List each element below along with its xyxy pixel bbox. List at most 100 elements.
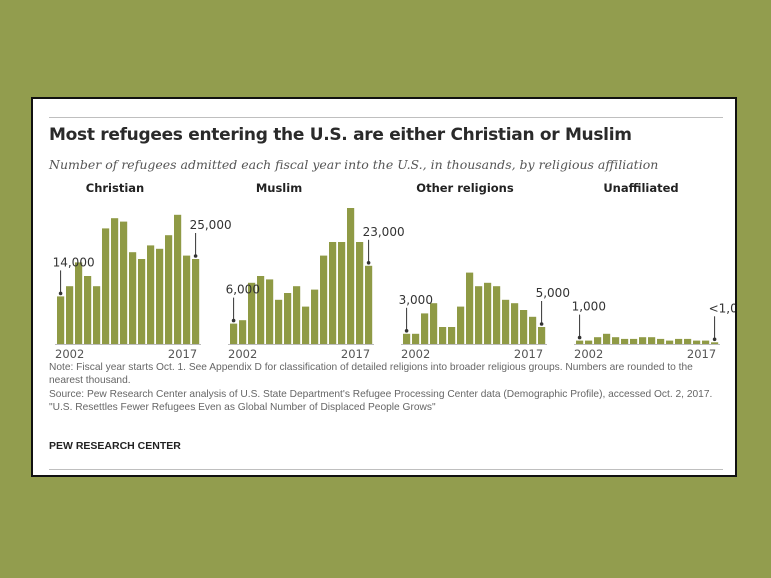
bar <box>329 242 337 344</box>
bar <box>266 279 274 344</box>
x-tick-label: 2017 <box>168 347 197 361</box>
annotation-dot <box>231 318 236 323</box>
chart-subtitle: Number of refugees admitted each fiscal … <box>49 157 659 172</box>
bar <box>639 337 647 344</box>
data-label: 14,000 <box>53 255 95 269</box>
bar <box>585 340 593 344</box>
bar <box>302 306 310 344</box>
x-tick-label: 2017 <box>687 347 716 361</box>
bar <box>183 255 191 344</box>
bar <box>156 248 164 344</box>
x-tick-label: 2002 <box>574 347 603 361</box>
annotation-dot <box>577 335 582 340</box>
bar <box>347 208 355 344</box>
bar <box>365 265 373 344</box>
bar <box>439 327 447 344</box>
bar <box>320 255 328 344</box>
report-title-text: "U.S. Resettles Fewer Refugees Even as G… <box>49 402 436 414</box>
annotation-dot <box>193 254 198 258</box>
data-label: 1,000 <box>572 300 606 314</box>
data-label: 5,000 <box>536 286 570 300</box>
bar <box>511 303 519 344</box>
source-org: PEW RESEARCH CENTER <box>49 440 181 452</box>
data-label: 25,000 <box>190 218 232 232</box>
bar <box>93 286 101 344</box>
bar <box>403 333 411 344</box>
bar <box>693 340 701 344</box>
bar <box>666 340 674 344</box>
bar <box>165 235 173 344</box>
bar <box>356 242 364 344</box>
bar <box>657 338 665 344</box>
bar <box>457 306 465 344</box>
data-label: 3,000 <box>399 293 433 307</box>
x-tick-label: 2002 <box>228 347 257 361</box>
bar <box>603 333 611 344</box>
bar <box>430 303 438 344</box>
bar <box>475 286 483 344</box>
bar <box>421 313 429 344</box>
bar <box>576 340 584 344</box>
bar <box>129 252 137 344</box>
bar <box>147 245 155 344</box>
panel-title: Unaffiliated <box>603 181 678 195</box>
small-multiples-chart: Christian 2002 2017 14,000 25,000 Muslim 2002 2… <box>53 181 735 361</box>
panel-title: Other religions <box>416 181 514 195</box>
bar <box>311 289 319 344</box>
annotation-dot <box>404 329 409 333</box>
bar <box>520 310 528 344</box>
bar <box>684 338 692 344</box>
bar <box>275 299 283 344</box>
x-tick-label: 2017 <box>341 347 370 361</box>
bar <box>293 286 301 344</box>
x-tick-label: 2002 <box>55 347 84 361</box>
bar <box>675 338 683 344</box>
bar <box>621 338 629 344</box>
panel-title: Christian <box>86 181 144 195</box>
bar <box>466 272 474 344</box>
panel-title: Muslim <box>256 181 302 195</box>
bar <box>338 242 346 344</box>
data-label: 6,000 <box>226 283 260 297</box>
bar <box>484 282 492 344</box>
bar <box>111 218 119 344</box>
bar <box>102 228 110 344</box>
x-tick-label: 2002 <box>401 347 430 361</box>
bar <box>529 316 537 344</box>
annotation-dot <box>58 291 63 296</box>
bar <box>702 340 710 344</box>
annotation-dot <box>712 337 717 342</box>
annotation-dot <box>366 261 371 265</box>
bottom-rule <box>49 469 723 470</box>
source-text: Source: Pew Research Center analysis of … <box>49 388 713 400</box>
bar <box>120 221 128 344</box>
bar <box>230 323 238 344</box>
bar <box>493 286 501 344</box>
bar <box>412 333 420 344</box>
bar <box>138 259 146 344</box>
bar <box>66 286 74 344</box>
bar <box>248 282 256 344</box>
annotation-dot <box>539 322 544 326</box>
bar <box>594 337 602 344</box>
bar <box>648 337 656 344</box>
bar <box>84 276 92 344</box>
data-label: 23,000 <box>363 225 405 239</box>
bar <box>75 262 83 344</box>
notes-block: Note: Fiscal year starts Oct. 1. See App… <box>49 361 729 415</box>
bar <box>538 327 546 344</box>
note-text: Note: Fiscal year starts Oct. 1. See App… <box>49 362 693 387</box>
bar <box>630 338 638 344</box>
data-label: <1,000 <box>709 301 735 315</box>
bar <box>502 299 510 344</box>
top-rule <box>49 117 723 118</box>
bar <box>174 214 182 344</box>
chart-card: Most refugees entering the U.S. are eith… <box>31 97 737 477</box>
chart-title: Most refugees entering the U.S. are eith… <box>49 125 632 145</box>
bar <box>192 259 200 344</box>
bar <box>239 320 247 344</box>
bar <box>612 337 620 344</box>
bar <box>57 296 65 344</box>
bar <box>257 276 265 344</box>
bar <box>448 327 456 344</box>
